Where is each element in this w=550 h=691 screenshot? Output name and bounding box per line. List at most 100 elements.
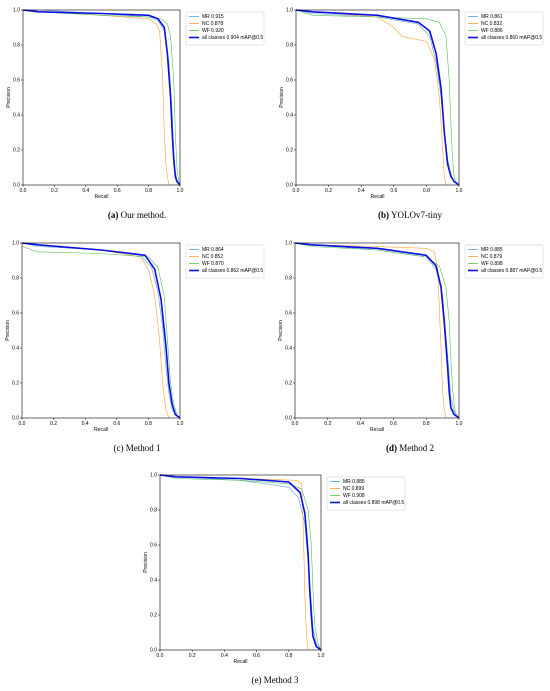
series-line-all [21, 242, 181, 419]
y-axis-label: Precision [5, 320, 11, 341]
series-line-nc [294, 242, 447, 419]
legend-label-nc: NC 0.899 [343, 486, 364, 492]
x-tick-label: 0.4 [357, 421, 364, 427]
series-line-mr [295, 9, 460, 186]
legend-label-wf: WF 0.908 [343, 493, 365, 499]
x-tick-label: 0.0 [19, 421, 26, 427]
x-tick-label: 0.6 [390, 421, 397, 427]
series-line-wf [159, 474, 322, 651]
caption-e: (e) Method 3 [251, 675, 299, 685]
series-line-wf [294, 242, 460, 419]
x-tick-label: 0.6 [114, 188, 121, 194]
legend-label-wf: WF 0.870 [202, 261, 224, 267]
y-tick-label: 0.6 [285, 311, 292, 317]
x-tick-label: 0.0 [20, 188, 27, 194]
x-tick-label: 0.2 [325, 188, 332, 194]
x-tick-label: 0.8 [285, 653, 292, 659]
x-tick-label: 0.4 [82, 421, 89, 427]
x-tick-label: 0.8 [145, 421, 152, 427]
y-tick-label: 1.0 [13, 8, 20, 14]
series-line-nc [295, 9, 447, 186]
x-tick-label: 1.0 [318, 653, 325, 659]
x-tick-label: 1.0 [456, 421, 463, 427]
legend-box [464, 244, 544, 279]
x-tick-label: 0.4 [221, 653, 228, 659]
x-tick-label: 0.4 [82, 188, 89, 194]
legend-label-mr: MR 0.885 [481, 247, 503, 253]
series-line-all [295, 9, 460, 186]
legend-label-nc: NC 0.879 [481, 254, 502, 260]
x-tick-label: 0.0 [292, 421, 299, 427]
x-axis-label: Recall [370, 427, 384, 433]
series-line-wf [22, 9, 181, 186]
x-tick-label: 1.0 [177, 421, 184, 427]
x-tick-label: 0.2 [189, 653, 196, 659]
x-tick-label: 0.6 [253, 653, 260, 659]
legend-box [185, 244, 265, 279]
y-tick-label: 0.0 [12, 416, 19, 422]
legend-label-mr: MR 0.861 [481, 14, 503, 20]
y-tick-label: 0.8 [13, 43, 20, 49]
legend-box [326, 476, 406, 511]
legend-label-nc: NC 0.852 [202, 254, 223, 260]
y-tick-label: 0.0 [286, 183, 293, 189]
series-line-nc [159, 474, 309, 651]
caption-c: (c) Method 1 [113, 443, 161, 453]
y-tick-label: 0.2 [285, 381, 292, 387]
legend-label-all: all classes 0.860 mAP@0.5 [481, 35, 542, 41]
plot-frame [22, 9, 181, 186]
legend-label-nc: NC 0.832 [481, 21, 502, 27]
y-tick-label: 1.0 [150, 473, 157, 479]
plot-frame [159, 474, 322, 651]
legend-label-all: all classes 0.887 mAP@0.5 [481, 268, 542, 274]
series-line-wf [21, 246, 181, 419]
x-axis-label: Recall [234, 659, 248, 665]
x-tick-label: 0.0 [293, 188, 300, 194]
y-tick-label: 0.6 [150, 543, 157, 549]
y-tick-label: 1.0 [286, 8, 293, 14]
legend-label-all: all classes 0.898 mAP@0.5 [343, 500, 404, 506]
y-tick-label: 0.4 [286, 113, 293, 119]
x-tick-label: 1.0 [177, 188, 184, 194]
x-tick-label: 0.2 [51, 188, 58, 194]
legend-box [464, 11, 544, 46]
x-tick-label: 0.6 [390, 188, 397, 194]
y-axis-label: Precision [278, 320, 284, 341]
legend-label-mr: MR 0.915 [202, 14, 224, 20]
y-tick-label: 1.0 [12, 241, 19, 247]
y-tick-label: 0.4 [150, 578, 157, 584]
series-line-mr [23, 9, 181, 186]
x-axis-label: Recall [371, 194, 385, 200]
y-tick-label: 0.6 [12, 311, 19, 317]
series-line-all [22, 9, 181, 186]
y-tick-label: 0.8 [150, 508, 157, 514]
y-tick-label: 0.2 [12, 381, 19, 387]
legend-label-nc: NC 0.878 [202, 21, 223, 27]
y-tick-label: 0.2 [150, 613, 157, 619]
legend-label-mr: MR 0.864 [202, 247, 224, 253]
y-axis-label: Precision [279, 87, 285, 108]
y-tick-label: 0.2 [13, 148, 20, 154]
y-tick-label: 0.0 [285, 416, 292, 422]
plot-frame [295, 9, 460, 186]
y-tick-label: 0.8 [285, 276, 292, 282]
series-line-nc [21, 242, 170, 419]
series-line-all [159, 474, 322, 651]
x-tick-label: 0.8 [145, 188, 152, 194]
chart-a: 0.0 0.2 0.4 0.6 0.8 1.0 0.0 0.2 0.4 0.6 0.8 1.0 Reca… [6, 8, 265, 200]
plot-frame [294, 242, 460, 419]
legend-label-all: all classes 0.862 mAP@0.5 [202, 268, 263, 274]
y-tick-label: 0.8 [12, 276, 19, 282]
chart-d: 0.0 0.2 0.4 0.6 0.8 1.0 0.0 0.2 0.4 0.6 0.8 1.0 Reca… [278, 241, 544, 433]
y-tick-label: 0.8 [286, 43, 293, 49]
x-tick-label: 0.0 [157, 653, 164, 659]
caption-d: (d) Method 2 [386, 443, 434, 453]
legend-label-all: all classes 0.904 mAP@0.5 [202, 35, 263, 41]
legend-label-wf: WF 0.920 [202, 28, 224, 34]
legend-box [185, 11, 265, 46]
legend-label-wf: WF 0.898 [481, 261, 503, 267]
